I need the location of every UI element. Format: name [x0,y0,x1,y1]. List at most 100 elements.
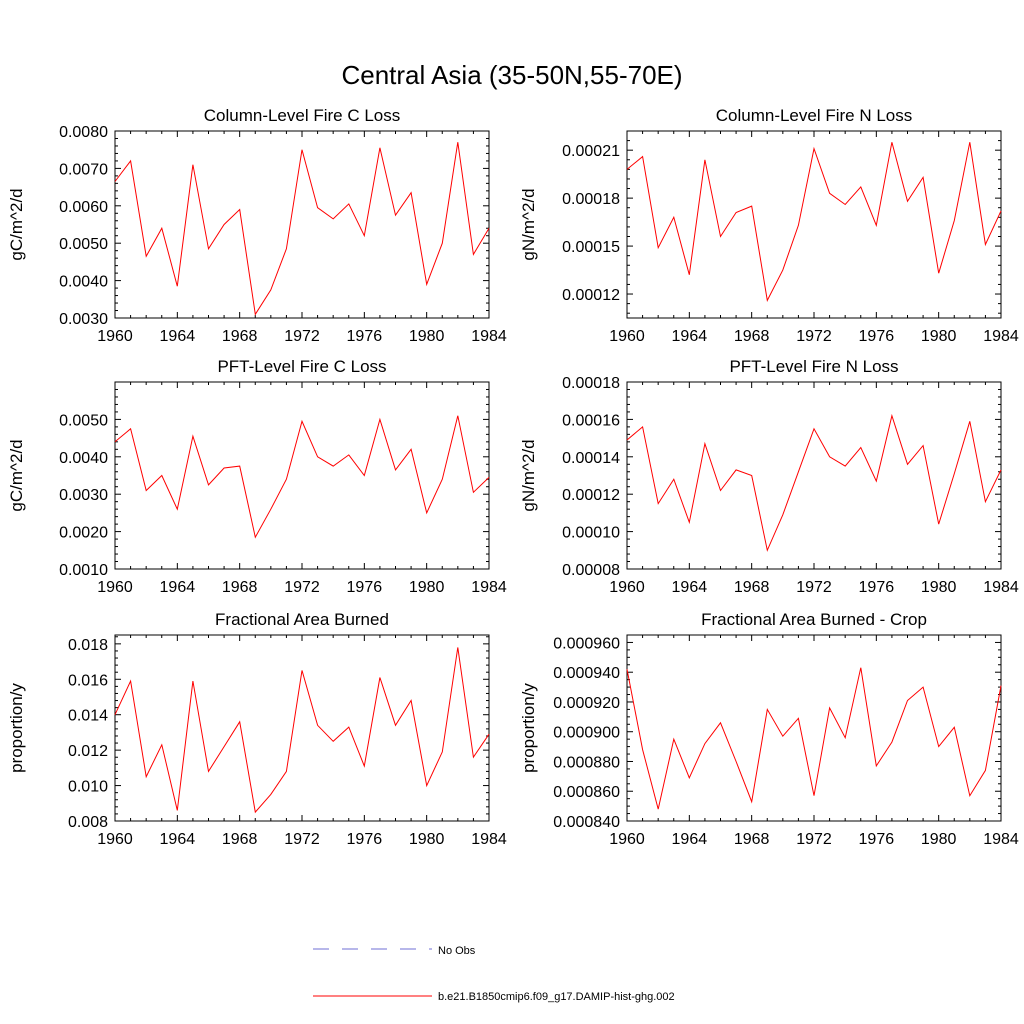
x-tick-label: 1976 [859,579,895,596]
y-tick-label: 0.000900 [553,725,620,742]
y-tick-label: 0.000940 [553,665,620,682]
x-tick-label: 1972 [284,831,320,848]
chart-panel-4: 1960 1964 1968 1972 1976 1980 1984 0.00008 0.000… [519,357,1019,596]
y-tick-label: 0.00015 [562,239,620,256]
x-tick-label: 1968 [222,579,258,596]
x-tick-label: 1960 [97,579,133,596]
y-axis-label: proportion/y [7,683,26,773]
panel-title: PFT-Level Fire N Loss [729,357,898,376]
x-tick-label: 1976 [347,328,383,345]
y-tick-label: 0.00012 [562,287,620,304]
y-tick-label: 0.00018 [562,191,620,208]
y-tick-label: 0.00021 [562,143,620,160]
y-tick-label: 0.0060 [59,199,108,216]
y-tick-label: 0.000920 [553,695,620,712]
y-tick-label: 0.008 [68,814,108,831]
y-tick-label: 0.014 [68,708,108,725]
y-axis-label: gC/m^2/d [7,439,26,511]
y-tick-label: 0.0050 [59,236,108,253]
y-tick-label: 0.000860 [553,784,620,801]
x-tick-label: 1984 [983,328,1019,345]
y-tick-label: 0.00014 [562,450,620,467]
y-tick-label: 0.00008 [562,562,620,579]
x-tick-label: 1972 [284,328,320,345]
y-tick-label: 0.000960 [553,635,620,652]
x-tick-label: 1960 [609,831,645,848]
x-tick-label: 1984 [471,831,507,848]
y-tick-label: 0.0050 [59,412,108,429]
x-tick-label: 1972 [796,328,832,345]
legend-obs-label: No Obs [438,945,476,957]
panel-title: Fractional Area Burned - Crop [701,610,927,629]
chart-panel-2: 1960 1964 1968 1972 1976 1980 1984 0.00012 0.000… [519,106,1019,345]
plot-frame [626,130,1002,319]
y-tick-label: 0.000880 [553,754,620,771]
legend: No Obs b.e21.B1850cmip6.f09_g17.DAMIP-hi… [313,945,675,1003]
x-tick-label: 1980 [921,831,957,848]
x-tick-label: 1960 [97,328,133,345]
y-tick-label: 0.0040 [59,450,108,467]
x-tick-label: 1980 [409,831,445,848]
x-tick-label: 1960 [609,328,645,345]
y-tick-label: 0.0020 [59,525,108,542]
x-tick-label: 1964 [672,579,708,596]
y-tick-label: 0.018 [68,637,108,654]
y-tick-label: 0.0040 [59,274,108,291]
x-tick-label: 1984 [983,831,1019,848]
x-tick-label: 1972 [796,831,832,848]
chart-panel-1: 1960 1964 1968 1972 1976 1980 1984 0.0030 0.0040… [7,106,507,345]
x-tick-label: 1984 [983,579,1019,596]
series-line-model [626,667,1002,810]
x-tick-label: 1976 [859,328,895,345]
x-tick-label: 1984 [471,328,507,345]
x-tick-label: 1980 [921,579,957,596]
y-axis-label: gN/m^2/d [519,439,538,511]
x-tick-label: 1964 [160,831,196,848]
x-tick-label: 1968 [734,579,770,596]
series-line-model [114,415,490,539]
panel-title: Fractional Area Burned [215,610,389,629]
x-tick-label: 1964 [672,328,708,345]
x-tick-label: 1980 [921,328,957,345]
y-tick-label: 0.00018 [562,375,620,392]
x-tick-label: 1968 [222,831,258,848]
y-tick-label: 0.00016 [562,412,620,429]
chart-panel-3: 1960 1964 1968 1972 1976 1980 1984 0.0010 0.0020… [7,357,507,596]
x-tick-label: 1984 [471,579,507,596]
y-tick-label: 0.00012 [562,487,620,504]
y-tick-label: 0.000840 [553,814,620,831]
legend-model-label: b.e21.B1850cmip6.f09_g17.DAMIP-hist-ghg.… [438,991,675,1003]
figure-title: Central Asia (35-50N,55-70E) [341,60,682,90]
panel-title: Column-Level Fire N Loss [716,106,913,125]
y-axis-label: gC/m^2/d [7,188,26,260]
x-tick-label: 1972 [796,579,832,596]
y-tick-label: 0.0030 [59,311,108,328]
y-tick-label: 0.0030 [59,487,108,504]
x-tick-label: 1960 [609,579,645,596]
x-tick-label: 1964 [672,831,708,848]
plot-frame [626,381,1002,570]
panel-title: PFT-Level Fire C Loss [217,357,386,376]
y-axis-label: gN/m^2/d [519,188,538,260]
y-tick-label: 0.00010 [562,525,620,542]
y-axis-label: proportion/y [519,683,538,773]
series-line-model [626,413,1002,552]
x-tick-label: 1964 [160,579,196,596]
x-tick-label: 1980 [409,328,445,345]
y-tick-label: 0.012 [68,743,108,760]
y-tick-label: 0.016 [68,672,108,689]
series-line-model [114,647,490,814]
x-tick-label: 1972 [284,579,320,596]
x-tick-label: 1968 [222,328,258,345]
x-tick-label: 1976 [347,579,383,596]
chart-panel-5: 1960 1964 1968 1972 1976 1980 1984 0.008 0.010 0.… [7,610,507,848]
plot-frame [114,634,490,822]
x-tick-label: 1968 [734,831,770,848]
x-tick-label: 1968 [734,328,770,345]
y-tick-label: 0.010 [68,779,108,796]
x-tick-label: 1980 [409,579,445,596]
chart-panels: 1960 1964 1968 1972 1976 1980 1984 0.0030 0.0040… [7,106,1019,848]
series-line-model [626,142,1002,302]
plot-frame [114,381,490,570]
